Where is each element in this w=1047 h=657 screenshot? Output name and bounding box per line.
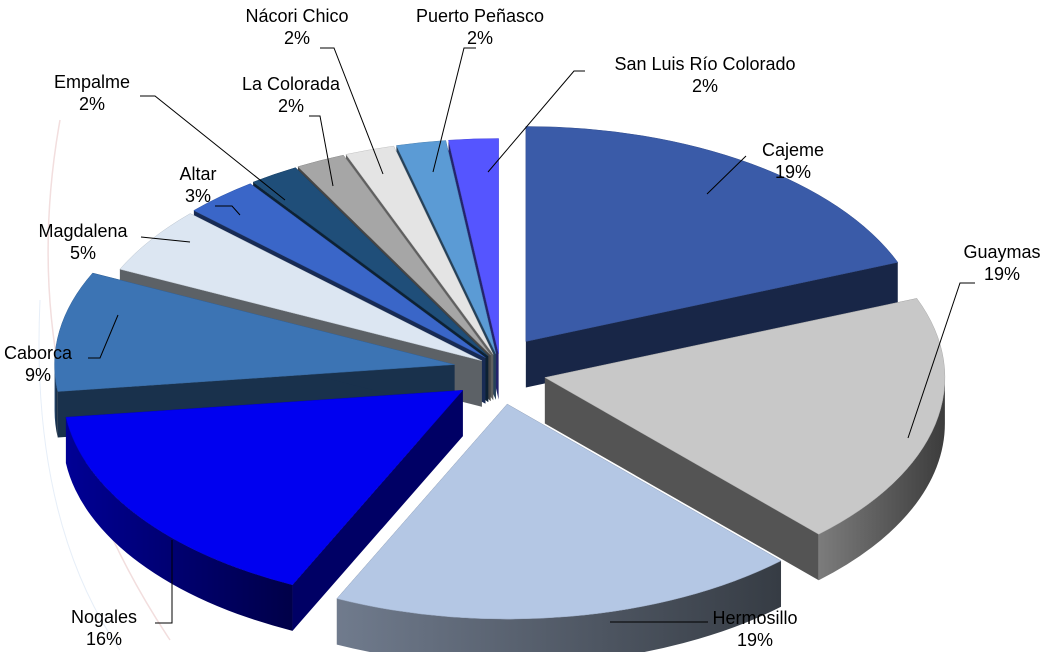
pie-slice-wall-guaymas (544, 377, 819, 581)
slice-percent-cajeme: 19% (775, 162, 811, 182)
slice-label-nacori-chico: Nácori Chico (245, 6, 348, 26)
pie-slice-san-luis-rio-colorado (448, 138, 499, 354)
pie-slice-la-colorada (297, 154, 491, 356)
slice-percent-nogales: 16% (86, 629, 122, 649)
slice-label-puerto-penasco: Puerto Peñasco (416, 6, 544, 26)
leader-line-empalme (140, 95, 286, 201)
pie-slice-magdalena (119, 213, 482, 361)
pie-slice-guaymas (544, 298, 946, 535)
pie-slice-puerto-penasco (396, 140, 497, 354)
pie-slice-wall-nogales (292, 390, 463, 631)
slice-percent-nacori-chico: 2% (284, 28, 310, 48)
pie-slice-cajeme (525, 126, 899, 342)
slice-percent-la-colorada: 2% (278, 96, 304, 116)
pie-slice-side-hermosillo (336, 560, 782, 657)
pie-slice-side-caborca (54, 364, 58, 438)
slice-label-la-colorada: La Colorada (242, 74, 341, 94)
slice-label-san-luis-rio-colorado: San Luis Río Colorado (614, 54, 795, 74)
pie-slice-empalme (252, 167, 489, 357)
slice-label-empalme: Empalme (54, 72, 130, 92)
pie-slice-hermosillo (336, 403, 782, 620)
slice-label-hermosillo: Hermosillo (712, 608, 797, 628)
slice-percent-magdalena: 5% (70, 243, 96, 263)
pie-slice-altar (193, 183, 486, 358)
pie-slice-caborca (54, 272, 455, 392)
slice-percent-guaymas: 19% (984, 264, 1020, 284)
pie-slice-nogales (65, 389, 464, 586)
leader-line-nacori-chico (320, 47, 384, 175)
leader-line-la-colorada (309, 115, 334, 187)
slice-label-nogales: Nogales (71, 607, 137, 627)
leader-line-altar (215, 205, 241, 216)
leader-line-nogales (155, 540, 173, 624)
leader-line-magdalena (140, 236, 191, 243)
background-decoration-curve (38, 299, 121, 651)
slice-label-magdalena: Magdalena (38, 221, 128, 241)
slice-percent-hermosillo: 19% (737, 630, 773, 650)
slice-percent-san-luis-rio-colorado: 2% (692, 76, 718, 96)
slice-percent-puerto-penasco: 2% (467, 28, 493, 48)
pie-slice-nacori-chico (345, 145, 494, 355)
leader-line-puerto-penasco (432, 47, 476, 173)
slice-percent-altar: 3% (185, 186, 211, 206)
pie-slice-side-nogales (65, 417, 293, 631)
leader-line-cajeme (706, 155, 747, 195)
pie-slice-side-guaymas (818, 377, 945, 581)
slice-label-cajeme: Cajeme (762, 140, 824, 160)
slice-percent-empalme: 2% (79, 94, 105, 114)
slice-percent-caborca: 9% (25, 365, 51, 385)
slice-label-caborca: Caborca (4, 343, 73, 363)
slice-label-altar: Altar (179, 164, 216, 184)
leader-line-caborca (88, 314, 119, 359)
pie-slice-wall-cajeme (525, 262, 898, 388)
slice-label-guaymas: Guaymas (963, 242, 1040, 262)
leader-line-guaymas (907, 282, 975, 439)
leader-line-san-luis-rio-colorado (487, 70, 585, 173)
